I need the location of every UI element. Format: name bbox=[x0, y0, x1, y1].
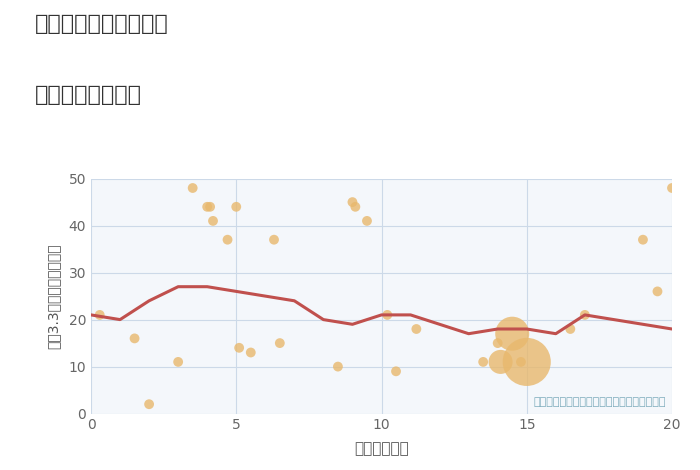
Point bbox=[350, 203, 361, 211]
Text: 駅距離別土地価格: 駅距離別土地価格 bbox=[35, 85, 142, 105]
Point bbox=[234, 344, 245, 352]
Text: 千葉県成田市水の上の: 千葉県成田市水の上の bbox=[35, 14, 169, 34]
Text: 円の大きさは、取引のあった物件面積を示す: 円の大きさは、取引のあった物件面積を示す bbox=[533, 397, 666, 407]
Point bbox=[187, 184, 198, 192]
Point bbox=[274, 339, 286, 347]
Point bbox=[382, 311, 393, 319]
Point bbox=[638, 236, 649, 243]
Point bbox=[231, 203, 242, 211]
Point bbox=[172, 358, 183, 366]
Point bbox=[94, 311, 105, 319]
Point bbox=[477, 358, 489, 366]
Point bbox=[245, 349, 256, 356]
Point bbox=[222, 236, 233, 243]
Point bbox=[361, 217, 372, 225]
Point bbox=[666, 184, 678, 192]
Point bbox=[580, 311, 591, 319]
Point bbox=[144, 400, 155, 408]
X-axis label: 駅距離（分）: 駅距離（分） bbox=[354, 441, 409, 456]
Point bbox=[492, 339, 503, 347]
Point bbox=[495, 358, 506, 366]
Point bbox=[332, 363, 344, 370]
Point bbox=[515, 358, 526, 366]
Point bbox=[207, 217, 218, 225]
Point bbox=[129, 335, 140, 342]
Point bbox=[202, 203, 213, 211]
Point bbox=[204, 203, 216, 211]
Y-axis label: 平（3.3㎡）単価（万円）: 平（3.3㎡）単価（万円） bbox=[46, 243, 60, 349]
Point bbox=[507, 330, 518, 337]
Point bbox=[346, 198, 358, 206]
Point bbox=[521, 358, 532, 366]
Point bbox=[391, 368, 402, 375]
Point bbox=[565, 325, 576, 333]
Point bbox=[268, 236, 279, 243]
Point bbox=[411, 325, 422, 333]
Point bbox=[652, 288, 663, 295]
